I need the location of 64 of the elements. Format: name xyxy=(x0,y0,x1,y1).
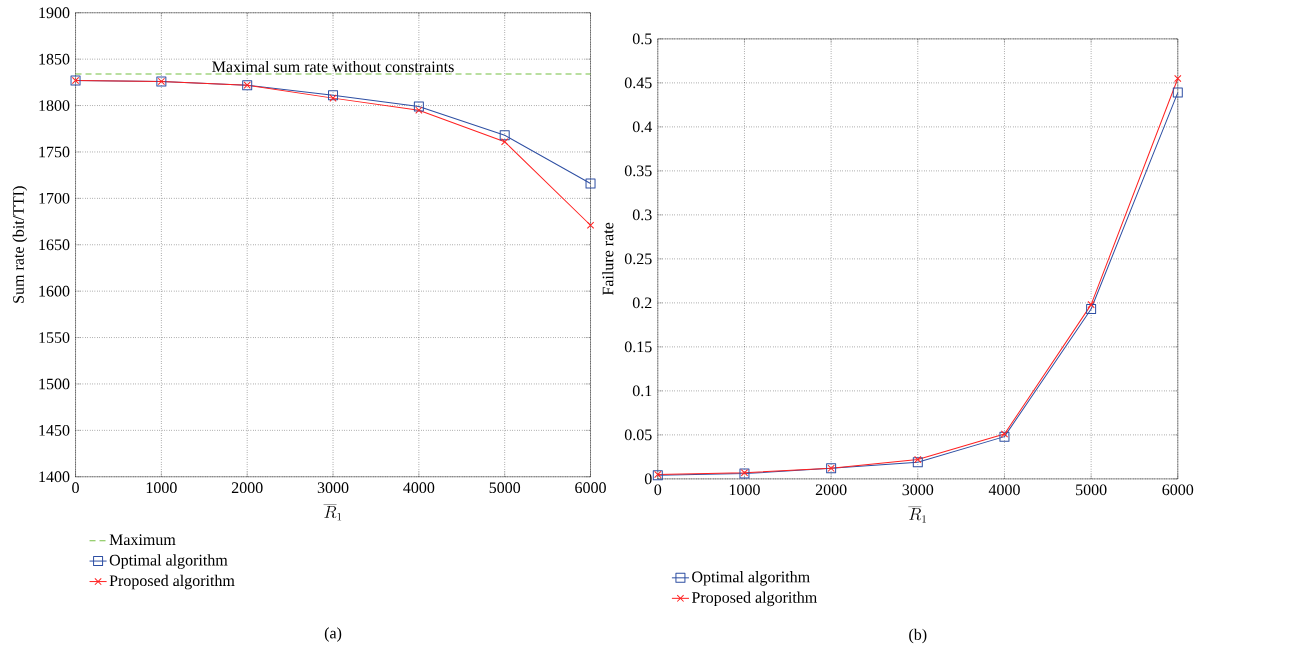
x-axis-title: $\overline{R}_1$ xyxy=(323,504,342,521)
point xyxy=(1172,87,1183,98)
y-tick-label: 1500 xyxy=(39,378,70,390)
y-tick-label: 1400 xyxy=(39,471,70,483)
point xyxy=(586,221,595,229)
legend-label: Proposed algorithm xyxy=(691,591,817,607)
y-tick-label: 0.05 xyxy=(624,429,652,441)
y-tick-label: 1450 xyxy=(39,424,70,436)
legend-label: Optimal algorithm xyxy=(692,571,810,586)
x-tick-label: 5000 xyxy=(489,482,521,494)
x-tick-label: 5000 xyxy=(1076,484,1107,496)
y-tick-label: 0.3 xyxy=(632,209,652,221)
point xyxy=(585,178,596,189)
y-tick-label: 1600 xyxy=(39,285,70,297)
point xyxy=(501,138,509,146)
y-tick-label: 1550 xyxy=(39,332,70,343)
x-tick-label: 4000 xyxy=(988,484,1020,496)
text: (a) xyxy=(324,627,342,642)
x-tick-label: 2000 xyxy=(231,482,263,494)
y-tick-label: 0.4 xyxy=(632,121,653,133)
legend-label: Maximum xyxy=(109,534,176,546)
x-tick-label: 0 xyxy=(72,482,79,494)
x-tick-label: 3000 xyxy=(902,484,934,496)
y-tick-label: 1800 xyxy=(39,100,70,111)
point xyxy=(1087,300,1095,309)
x-tick-label: 6000 xyxy=(575,482,606,494)
x-tick-label: 1000 xyxy=(146,482,177,494)
x-axis-title: $\overline{R}_1$ xyxy=(908,506,926,523)
y-tick-label: 1750 xyxy=(39,146,70,158)
y-tick-label: 0 xyxy=(644,473,652,485)
point xyxy=(912,457,923,468)
x-tick-label: 0 xyxy=(654,484,662,496)
legend-label: Proposed algorithm xyxy=(109,574,235,590)
point xyxy=(1174,74,1182,83)
x-tick-label: 1000 xyxy=(729,484,760,496)
point xyxy=(1086,304,1097,315)
legend-label: Optimal algorithm xyxy=(109,554,228,569)
point xyxy=(999,431,1010,442)
point xyxy=(413,101,424,112)
annotation: Maximal sum rate without constraints xyxy=(212,60,454,73)
y-tick-label: 0.45 xyxy=(624,77,652,89)
y-tick-label: 0.15 xyxy=(624,341,652,353)
point xyxy=(415,106,423,114)
y-tick-label: 0.1 xyxy=(632,385,652,397)
y-axis-title: Sum rate (bit/TTI) xyxy=(12,186,28,303)
point xyxy=(328,90,339,101)
y-axis-title: Failure rate xyxy=(602,222,614,296)
y-tick-label: 0.35 xyxy=(624,165,652,177)
point xyxy=(329,94,337,102)
x-tick-label: 6000 xyxy=(1162,484,1194,496)
x-tick-label: 2000 xyxy=(815,484,847,496)
y-tick-label: 0.5 xyxy=(632,33,652,45)
y-tick-label: 1850 xyxy=(39,53,70,65)
point xyxy=(914,455,922,464)
point xyxy=(1000,430,1009,438)
y-tick-label: 1700 xyxy=(39,192,70,204)
y-tick-label: 1900 xyxy=(39,7,70,19)
y-tick-label: 0.2 xyxy=(632,297,652,309)
point xyxy=(499,130,510,141)
text: (b) xyxy=(909,628,927,644)
y-tick-label: 1650 xyxy=(39,239,70,251)
x-tick-label: 4000 xyxy=(403,482,435,494)
y-tick-label: 0.25 xyxy=(624,253,652,265)
x-tick-label: 3000 xyxy=(317,482,349,494)
